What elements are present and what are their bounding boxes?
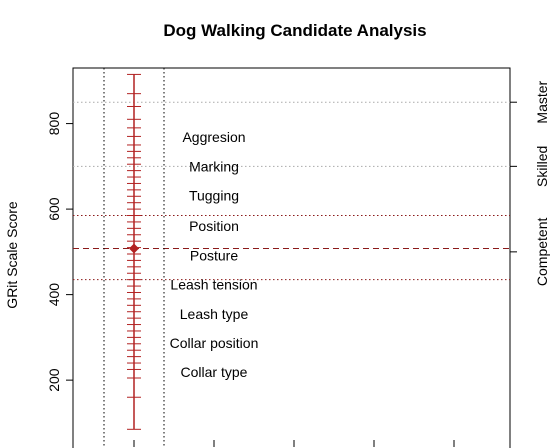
item-label-6: Leash type	[180, 306, 249, 322]
item-label-8: Collar type	[181, 364, 248, 380]
y-tick-label-200: 200	[46, 368, 62, 392]
plot-area: 200 400 600 800 Competent Skilled Master Aggres…	[46, 67, 550, 448]
item-label-1: Marking	[189, 158, 239, 174]
item-label-2: Tugging	[189, 187, 239, 203]
item-label-0: Aggresion	[182, 129, 245, 145]
right-level-label-master: Master	[534, 80, 550, 123]
item-label-3: Position	[189, 218, 239, 234]
y-tick-label-400: 400	[46, 283, 62, 307]
item-label-4: Posture	[190, 247, 238, 263]
y-tick-label-800: 800	[46, 112, 62, 136]
right-level-label-competent: Competent	[534, 218, 550, 287]
item-label-7: Collar position	[170, 335, 259, 351]
y-axis-label: GRit Scale Score	[4, 201, 20, 309]
candidate-estimate-marker	[129, 243, 139, 254]
y-tick-label-600: 600	[46, 197, 62, 221]
chart-title: Dog Walking Candidate Analysis	[163, 21, 426, 40]
right-level-label-skilled: Skilled	[534, 146, 550, 187]
plot-frame	[72, 67, 511, 448]
item-label-5: Leash tension	[170, 276, 257, 292]
